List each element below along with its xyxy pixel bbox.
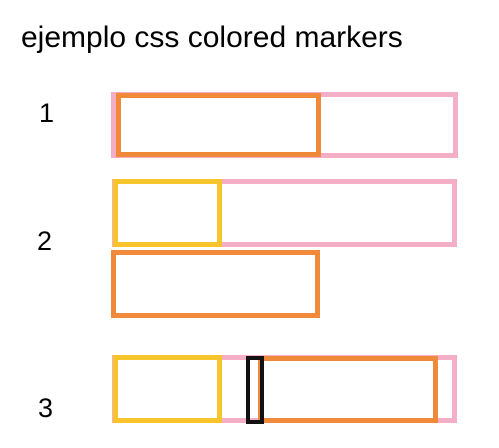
row-1-orange-marker (116, 93, 321, 157)
row-2-label: 2 (37, 226, 53, 256)
page-title: ejemplo css colored markers (21, 21, 403, 54)
row-3-yellow-marker (113, 355, 222, 423)
row-3-label: 3 (38, 393, 54, 423)
row-1-label: 1 (39, 98, 55, 128)
row-2-orange-marker (111, 250, 320, 318)
row-3-black-cursor-marker (246, 356, 264, 424)
row-2-yellow-marker (113, 179, 222, 247)
row-3-orange-marker (258, 356, 438, 423)
